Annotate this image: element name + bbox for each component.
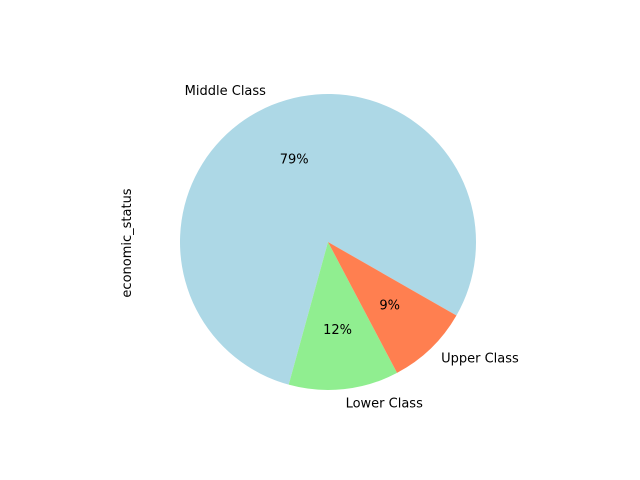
pct-label-lower-class: 12% — [323, 323, 352, 338]
pie-slice-middle-class — [179, 94, 476, 385]
y-axis-label: economic_status — [120, 188, 135, 297]
pie-slice-upper-class — [328, 242, 457, 373]
pct-label-middle-class: 79% — [280, 152, 309, 167]
pie-slices — [179, 94, 476, 391]
slice-label-upper-class: Upper Class — [441, 352, 519, 367]
pie-slice-lower-class — [288, 242, 398, 391]
slice-label-lower-class: Lower Class — [346, 396, 424, 411]
pct-label-upper-class: 9% — [379, 298, 400, 313]
pie-labels: Middle Class 79% Lower Class 12% Upper Class… — [185, 84, 519, 411]
slice-label-middle-class: Middle Class — [185, 84, 267, 99]
